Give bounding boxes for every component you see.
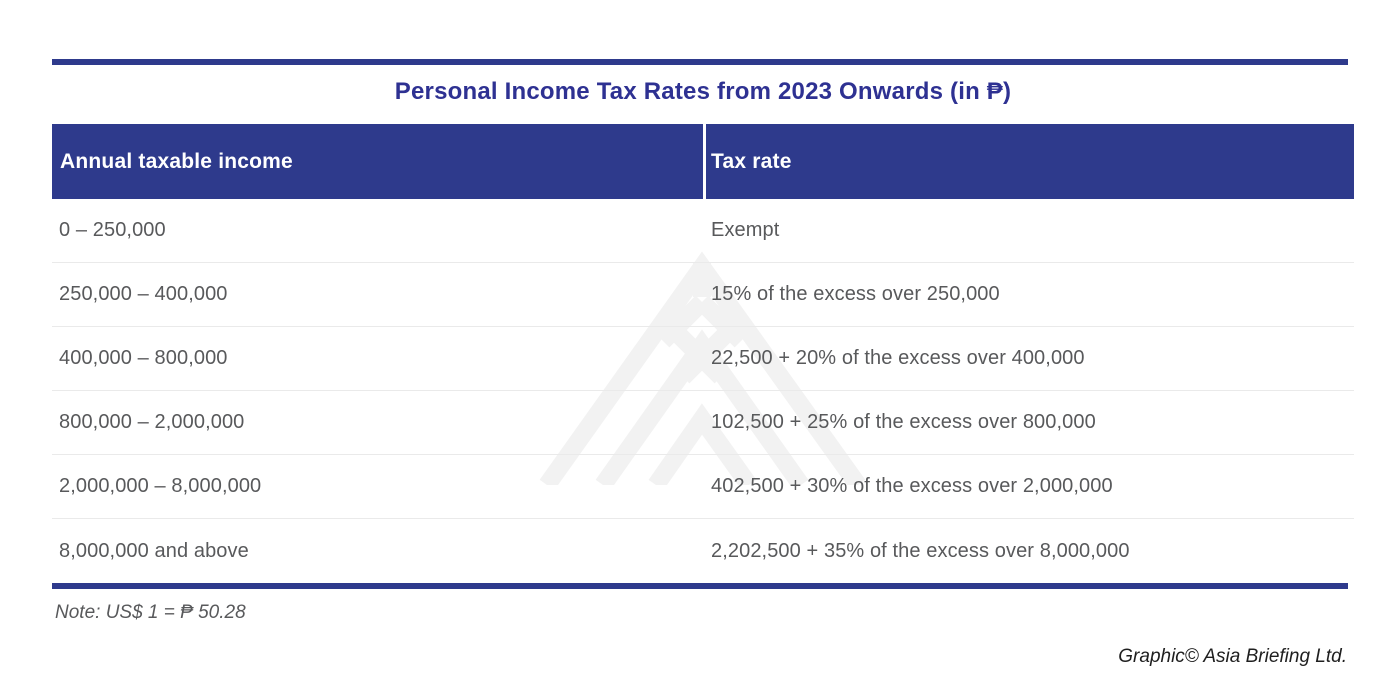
bottom-rule <box>52 583 1348 589</box>
exchange-rate-note: Note: US$ 1 = ₱ 50.28 <box>55 602 246 623</box>
graphic-attribution: Graphic© Asia Briefing Ltd. <box>1118 646 1347 667</box>
table-row: 0 – 250,000 Exempt <box>52 199 1354 263</box>
table-row: 400,000 – 800,000 22,500 + 20% of the ex… <box>52 327 1354 391</box>
page-title: Personal Income Tax Rates from 2023 Onwa… <box>394 78 1012 105</box>
table-body: 0 – 250,000 Exempt 250,000 – 400,000 15%… <box>52 199 1354 583</box>
tax-rate-table: Annual taxable income Tax rate 0 – 250,0… <box>52 124 1354 583</box>
income-cell: 8,000,000 and above <box>59 539 249 562</box>
table-row: 250,000 – 400,000 15% of the excess over… <box>52 263 1354 327</box>
table-row: 2,000,000 – 8,000,000 402,500 + 30% of t… <box>52 455 1354 519</box>
table-row: 800,000 – 2,000,000 102,500 + 25% of the… <box>52 391 1354 455</box>
income-cell: 2,000,000 – 8,000,000 <box>59 475 262 497</box>
rate-cell: Exempt <box>711 219 780 241</box>
rate-cell: 22,500 + 20% of the excess over 400,000 <box>711 347 1085 369</box>
income-cell: 800,000 – 2,000,000 <box>59 411 245 433</box>
income-cell: 400,000 – 800,000 <box>59 347 228 369</box>
rate-cell: 402,500 + 30% of the excess over 2,000,0… <box>711 475 1113 497</box>
top-rule <box>52 59 1348 65</box>
rate-cell: 2,202,500 + 35% of the excess over 8,000… <box>711 539 1130 562</box>
income-cell: 250,000 – 400,000 <box>59 283 228 305</box>
income-cell: 0 – 250,000 <box>59 219 166 241</box>
column-header-tax-rate: Tax rate <box>711 149 792 173</box>
rate-cell: 15% of the excess over 250,000 <box>711 283 1000 305</box>
table-header-row: Annual taxable income Tax rate <box>52 124 1354 199</box>
table-row: 8,000,000 and above 2,202,500 + 35% of t… <box>52 519 1354 583</box>
column-header-annual-taxable-income: Annual taxable income <box>60 149 293 173</box>
rate-cell: 102,500 + 25% of the excess over 800,000 <box>711 411 1096 433</box>
header-column-divider <box>703 124 706 199</box>
